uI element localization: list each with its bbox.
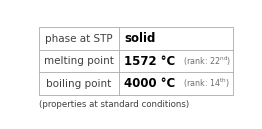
Text: boiling point: boiling point (46, 79, 112, 89)
Text: 1572 °C: 1572 °C (124, 55, 176, 68)
Text: (properties at standard conditions): (properties at standard conditions) (39, 100, 189, 109)
Text: melting point: melting point (44, 56, 114, 66)
Text: (rank: 22$^{\mathregular{nd}}$): (rank: 22$^{\mathregular{nd}}$) (183, 54, 232, 68)
Text: 4000 °C: 4000 °C (124, 77, 176, 90)
Text: phase at STP: phase at STP (45, 34, 113, 44)
Text: (rank: 14$^{\mathregular{th}}$): (rank: 14$^{\mathregular{th}}$) (183, 77, 230, 90)
Text: solid: solid (124, 32, 156, 45)
Bar (39, 27, 233, 95)
